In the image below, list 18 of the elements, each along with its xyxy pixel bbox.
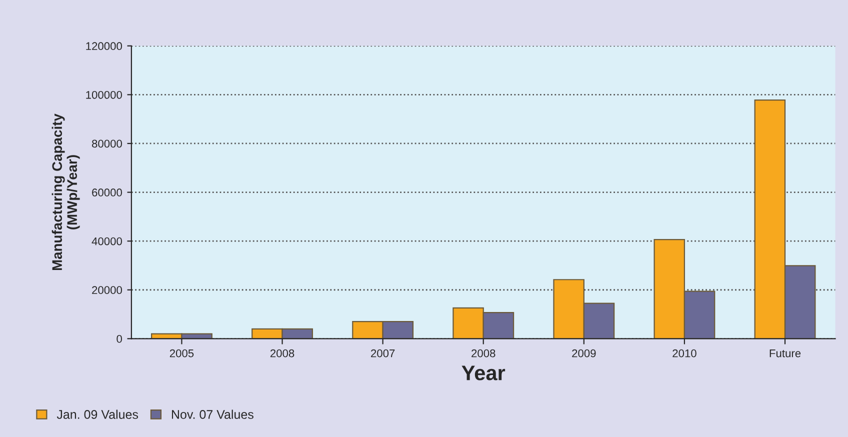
x-tick-label: 2005 (170, 349, 194, 358)
y-tick-label: 80000 (92, 140, 122, 148)
y-tick-label: 100000 (86, 90, 122, 99)
x-tick-label: 2009 (572, 349, 596, 358)
y-tick-label: 20000 (92, 286, 122, 294)
x-tick-label: 2008 (472, 349, 496, 358)
y-tick-label: 60000 (92, 188, 122, 196)
legend-label: Jan. 09 Values (56, 410, 138, 419)
x-tick-label: 2007 (371, 349, 395, 358)
x-tick-label: Future (770, 350, 801, 358)
y-tick-label: 0 (116, 334, 122, 343)
x-tick-label: 2008 (270, 349, 294, 358)
y-tick-label: 120000 (86, 42, 122, 50)
y-tick-label: 40000 (92, 237, 122, 246)
legend-label: Nov. 07 Values (172, 410, 254, 419)
y-axis-title: Manufacturing Capacity (MWp/Year) (52, 114, 80, 270)
x-tick-label: 2010 (672, 349, 696, 358)
x-axis-title: Year (462, 366, 506, 380)
